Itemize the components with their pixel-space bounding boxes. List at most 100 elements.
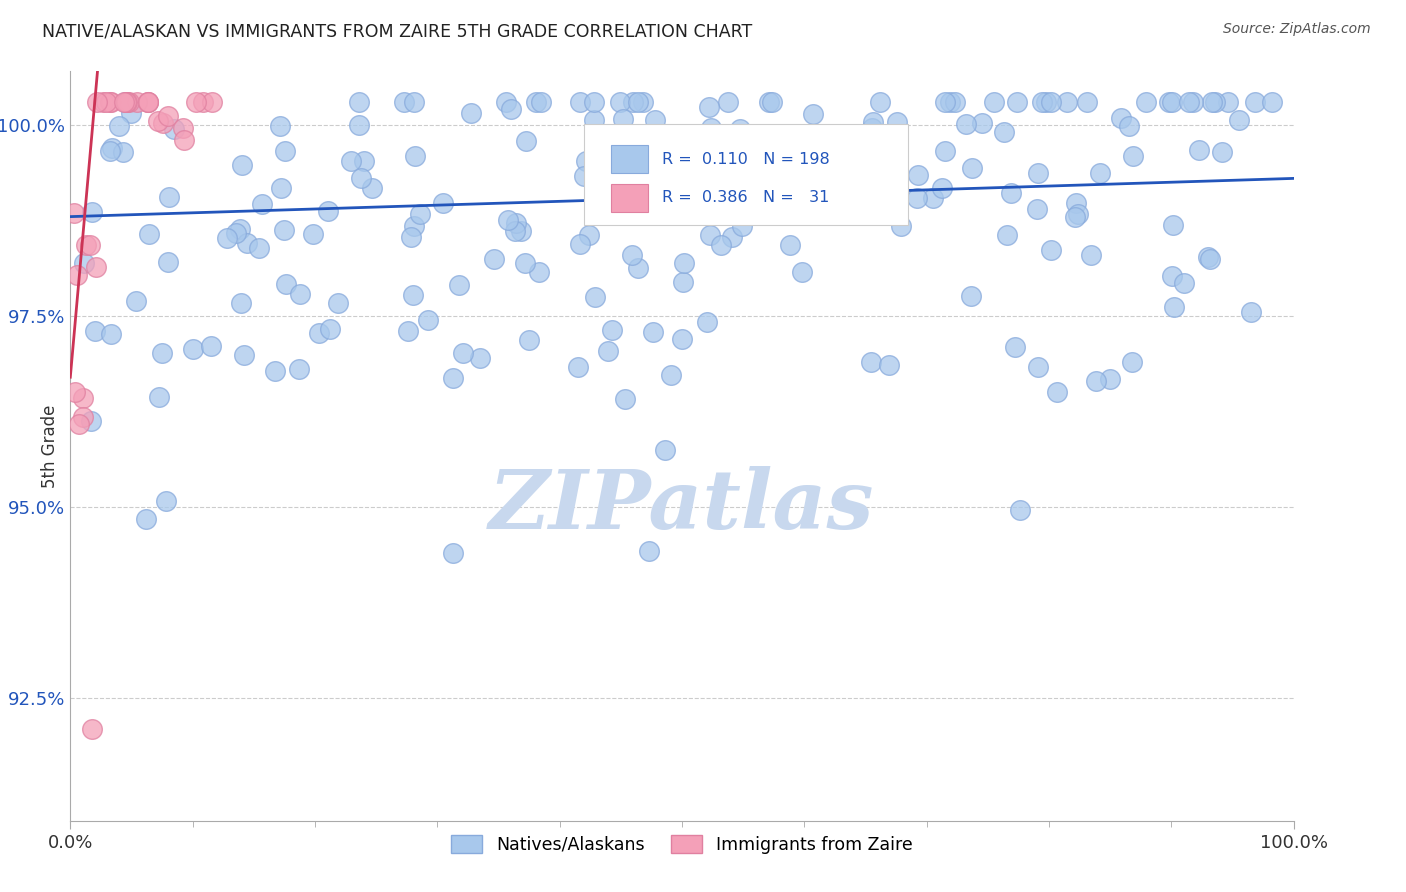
FancyBboxPatch shape	[612, 145, 648, 173]
Point	[517, 334, 540, 348]
Point	[173, 133, 195, 147]
Point	[710, 237, 733, 252]
Point	[288, 287, 311, 301]
Point	[231, 296, 253, 310]
Point	[136, 95, 159, 109]
Point	[614, 392, 637, 407]
Point	[515, 256, 537, 270]
Point	[922, 191, 945, 205]
Point	[316, 204, 339, 219]
Point	[441, 545, 464, 559]
Point	[530, 95, 553, 109]
Point	[394, 95, 416, 109]
Point	[181, 342, 204, 356]
Point	[583, 290, 606, 304]
Point	[1199, 252, 1222, 267]
Point	[1026, 166, 1049, 180]
Point	[447, 278, 470, 293]
Point	[717, 95, 740, 109]
Point	[1031, 95, 1053, 109]
Point	[250, 196, 273, 211]
Point	[1088, 165, 1111, 179]
Point	[621, 248, 644, 262]
Point	[931, 181, 953, 195]
Point	[347, 118, 370, 132]
Point	[758, 95, 780, 109]
FancyBboxPatch shape	[583, 124, 908, 225]
Point	[98, 144, 121, 158]
Point	[1261, 95, 1284, 109]
Point	[503, 224, 526, 238]
Point	[100, 326, 122, 341]
Point	[779, 237, 801, 252]
Point	[135, 512, 157, 526]
Point	[84, 324, 107, 338]
Point	[801, 107, 824, 121]
Point	[1064, 211, 1087, 225]
Point	[596, 344, 619, 359]
Point	[761, 95, 783, 109]
Point	[80, 414, 103, 428]
Point	[1080, 248, 1102, 262]
Point	[730, 219, 752, 233]
Point	[1121, 355, 1143, 369]
Point	[96, 95, 118, 109]
Point	[79, 238, 101, 252]
Point	[613, 169, 636, 183]
Point	[697, 152, 720, 166]
Point	[1056, 95, 1078, 109]
Point	[1161, 268, 1184, 283]
Point	[148, 390, 170, 404]
Point	[644, 112, 666, 127]
Point	[582, 112, 605, 127]
Point	[1039, 95, 1062, 109]
Point	[1204, 95, 1226, 109]
Point	[231, 158, 253, 172]
Point	[1240, 305, 1263, 319]
Point	[156, 109, 179, 123]
Point	[69, 417, 91, 431]
Point	[98, 95, 121, 109]
Point	[713, 147, 735, 161]
Point	[1188, 144, 1211, 158]
Point	[907, 168, 929, 182]
Point	[600, 323, 623, 337]
Point	[108, 120, 131, 134]
Point	[1026, 360, 1049, 375]
Text: NATIVE/ALASKAN VS IMMIGRANTS FROM ZAIRE 5TH GRADE CORRELATION CHART: NATIVE/ALASKAN VS IMMIGRANTS FROM ZAIRE …	[42, 22, 752, 40]
Point	[568, 95, 591, 109]
Point	[361, 181, 384, 195]
Point	[86, 95, 108, 109]
Point	[114, 95, 136, 109]
Point	[402, 95, 425, 109]
Point	[125, 95, 148, 109]
Point	[609, 95, 631, 109]
Point	[115, 95, 138, 109]
Point	[572, 169, 595, 183]
Point	[340, 153, 363, 168]
Point	[402, 288, 425, 302]
Point	[200, 339, 222, 353]
Point	[1039, 243, 1062, 257]
Point	[273, 223, 295, 237]
Point	[983, 95, 1005, 109]
Point	[115, 95, 138, 109]
Point	[152, 116, 174, 130]
Point	[396, 324, 419, 338]
Point	[621, 95, 644, 109]
Point	[163, 122, 186, 136]
Point	[510, 224, 533, 238]
Point	[672, 275, 695, 289]
Point	[63, 205, 86, 219]
Point	[567, 359, 589, 374]
Point	[955, 117, 977, 131]
Point	[1035, 95, 1057, 109]
Point	[659, 368, 682, 383]
Point	[172, 121, 194, 136]
Point	[700, 121, 723, 136]
Point	[575, 154, 598, 169]
Point	[1084, 374, 1107, 388]
Point	[157, 255, 180, 269]
Point	[886, 115, 908, 129]
Point	[623, 201, 645, 215]
